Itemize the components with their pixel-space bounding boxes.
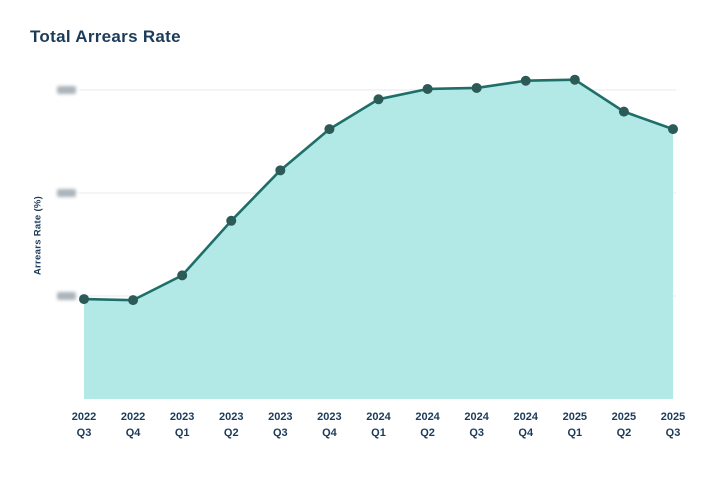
x-tick-quarter: Q2 bbox=[616, 427, 632, 439]
data-point[interactable] bbox=[520, 75, 531, 86]
x-tick-year: 2023 bbox=[169, 411, 195, 423]
x-tick-quarter: Q3 bbox=[76, 427, 92, 439]
chart-title: Total Arrears Rate bbox=[30, 27, 181, 46]
x-tick-label: 2023 Q1 bbox=[157, 409, 207, 441]
x-tick-year: 2024 bbox=[513, 411, 538, 423]
x-tick-label: 2024 Q4 bbox=[501, 409, 551, 441]
x-tick-label: 2024 Q1 bbox=[353, 409, 403, 441]
data-point[interactable] bbox=[177, 270, 188, 281]
x-tick-label: 2023 Q2 bbox=[206, 409, 256, 441]
x-tick-label: 2025 Q1 bbox=[550, 409, 600, 441]
x-tick-year: 2023 bbox=[317, 411, 342, 423]
x-tick-year: 2025 bbox=[562, 411, 588, 423]
data-point[interactable] bbox=[324, 124, 335, 135]
x-tick-quarter: Q1 bbox=[567, 427, 583, 439]
x-tick-label: 2023 Q3 bbox=[255, 409, 305, 441]
x-tick-year: 2024 bbox=[464, 411, 489, 423]
area-fill bbox=[84, 79, 673, 399]
data-point[interactable] bbox=[422, 83, 433, 94]
x-tick-year: 2024 bbox=[415, 411, 440, 423]
data-point[interactable] bbox=[226, 215, 237, 226]
x-tick-quarter: Q2 bbox=[223, 427, 239, 439]
data-point[interactable] bbox=[79, 294, 89, 305]
x-tick-quarter: Q4 bbox=[518, 427, 534, 439]
x-tick-quarter: Q2 bbox=[420, 427, 435, 439]
x-tick-label: 2024 Q2 bbox=[403, 409, 453, 441]
x-tick-year: 2024 bbox=[366, 411, 391, 423]
x-tick-year: 2023 bbox=[218, 411, 244, 423]
data-point[interactable] bbox=[373, 94, 384, 105]
x-tick-label: 2022 Q4 bbox=[108, 409, 158, 441]
data-point[interactable] bbox=[667, 124, 678, 135]
x-tick-label: 2022 Q3 bbox=[59, 409, 109, 441]
x-axis-labels: 2022 Q3 2022 Q4 2023 Q1 2023 Q2 2023 Q3 2023 Q4 2024… bbox=[0, 409, 723, 449]
x-tick-label: 2023 Q4 bbox=[304, 409, 354, 441]
data-point[interactable] bbox=[471, 82, 482, 93]
x-tick-label: 2025 Q3 bbox=[648, 409, 698, 441]
x-tick-label: 2025 Q2 bbox=[599, 409, 649, 441]
x-tick-year: 2022 bbox=[120, 411, 146, 423]
data-point[interactable] bbox=[618, 106, 629, 117]
x-tick-quarter: Q1 bbox=[174, 427, 190, 439]
data-point[interactable] bbox=[275, 165, 286, 176]
y-tick-label-redacted bbox=[57, 189, 76, 197]
data-point[interactable] bbox=[128, 295, 139, 306]
x-tick-quarter: Q4 bbox=[322, 427, 337, 439]
data-point[interactable] bbox=[569, 74, 580, 85]
y-tick-label-redacted bbox=[57, 292, 76, 300]
x-tick-year: 2023 bbox=[268, 411, 293, 423]
x-tick-quarter: Q1 bbox=[371, 427, 386, 439]
x-tick-label: 2024 Q3 bbox=[452, 409, 502, 441]
x-tick-year: 2022 bbox=[71, 411, 97, 423]
x-tick-quarter: Q3 bbox=[665, 427, 681, 439]
y-tick-label-redacted bbox=[57, 86, 76, 94]
x-tick-year: 2025 bbox=[660, 411, 686, 423]
x-tick-quarter: Q4 bbox=[125, 427, 141, 439]
x-tick-quarter: Q3 bbox=[469, 427, 484, 439]
x-tick-year: 2025 bbox=[611, 411, 637, 423]
x-tick-quarter: Q3 bbox=[272, 427, 288, 439]
